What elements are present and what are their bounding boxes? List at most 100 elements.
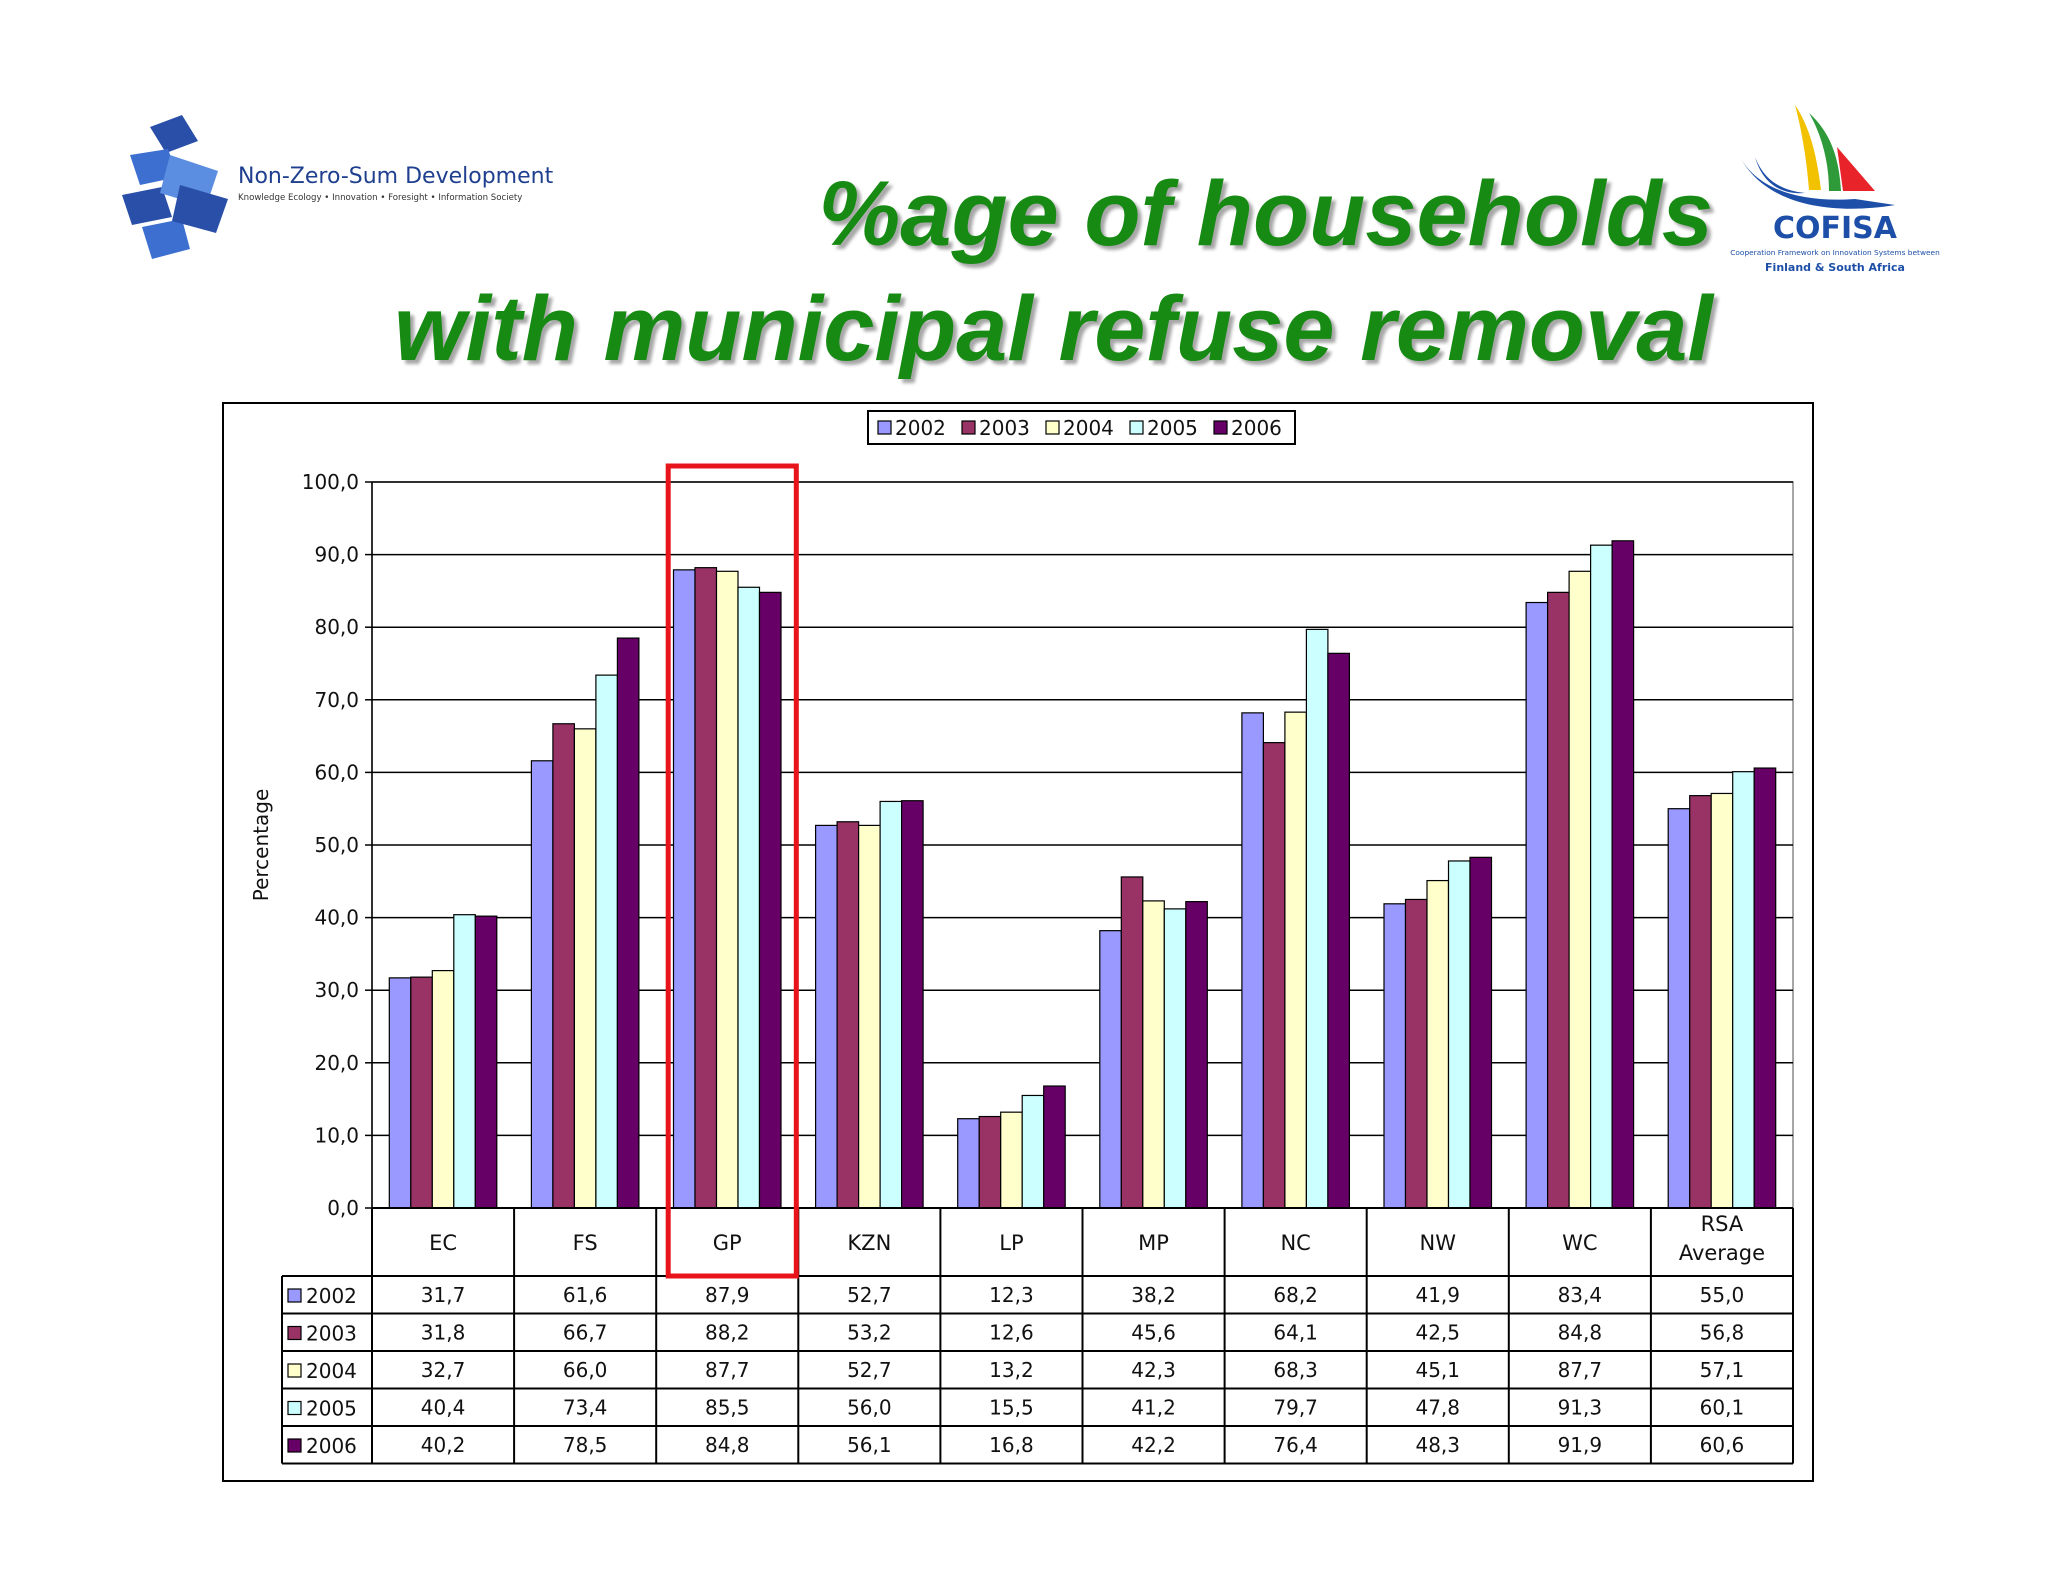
legend-label: 2003 [979, 416, 1030, 440]
legend-swatch [1213, 420, 1228, 435]
legend-label: 2004 [1063, 416, 1114, 440]
bar-2005-kzn [879, 800, 903, 1209]
bar-2006-lp [1043, 1085, 1066, 1209]
y-tick-label: 80,0 [314, 615, 359, 639]
highlight-box [665, 463, 799, 1279]
table-row-label: 2003 [306, 1322, 357, 1346]
table-legend-swatch [287, 1400, 302, 1416]
y-tick-label: 40,0 [314, 906, 359, 930]
bar-2003-mp [1120, 876, 1144, 1209]
bar-2003-kzn [836, 821, 860, 1209]
bar-2002-ec [388, 977, 412, 1209]
bar-2006-rsa-average [1753, 767, 1777, 1209]
cofisa-logo-name: COFISA [1773, 211, 1898, 246]
cofisa-sail-icon [1739, 105, 1895, 209]
bar-2003-nc [1262, 742, 1286, 1209]
x-tick-label: LP [999, 1231, 1023, 1255]
table-row-label: 2004 [306, 1359, 357, 1383]
bar-2005-nc [1305, 628, 1329, 1209]
data-label: 45,1 [1415, 1358, 1460, 1382]
x-tick-label: MP [1138, 1231, 1169, 1255]
bar-2004-ec [431, 969, 455, 1209]
bar-2003-wc [1546, 591, 1570, 1209]
bar-2002-nw [1383, 903, 1407, 1209]
bar-2006-gp [758, 591, 782, 1209]
legend-swatch [1129, 420, 1144, 435]
y-axis: 0,0 10,0 20,0 30,0 40,0 50,0 60,0 70,0 80,0 90,0 1… [302, 470, 373, 1220]
data-label: 88,2 [705, 1321, 750, 1345]
bar-2004-mp [1142, 900, 1165, 1209]
data-label: 76,4 [1273, 1433, 1318, 1457]
table-legend-swatch [287, 1438, 302, 1453]
legend-swatch [877, 420, 892, 435]
bar-2006-nc [1327, 652, 1351, 1209]
bar-2005-nw [1447, 860, 1471, 1209]
data-label: 40,4 [421, 1396, 466, 1420]
bar-2003-lp [978, 1115, 1002, 1209]
bar-2004-rsa-average [1710, 792, 1734, 1209]
data-label: 56,1 [847, 1433, 892, 1457]
data-label: 87,7 [705, 1358, 750, 1382]
page-title-line-1: %age of households [818, 163, 1713, 265]
table-legend-swatch [287, 1325, 302, 1341]
y-tick-label: 0,0 [327, 1196, 359, 1220]
y-tick-label: 70,0 [314, 688, 359, 712]
bar-2004-nc [1284, 711, 1308, 1209]
bar-2004-fs [573, 728, 597, 1209]
legend: 2002 2003 2004 2005 2006 [867, 410, 1296, 445]
bar-2005-ec [453, 914, 476, 1209]
y-tick-label: 100,0 [302, 470, 359, 494]
data-label: 15,5 [989, 1396, 1034, 1420]
x-tick-label: WC [1562, 1231, 1597, 1255]
data-label: 56,0 [847, 1396, 892, 1420]
bar-2002-wc [1525, 601, 1549, 1209]
cofisa-logo: COFISA Cooperation Framework on Innovati… [1730, 105, 1940, 274]
data-label: 84,8 [705, 1433, 750, 1457]
data-label: 85,5 [705, 1396, 750, 1420]
bar-2002-mp [1099, 930, 1122, 1209]
x-tick-label: NW [1420, 1231, 1457, 1255]
x-tick-label: NC [1280, 1231, 1310, 1255]
cofisa-logo-tagline-2: Finland & South Africa [1765, 261, 1905, 274]
data-label: 55,0 [1700, 1283, 1745, 1307]
data-label: 66,0 [563, 1358, 608, 1382]
data-label: 91,3 [1558, 1396, 1603, 1420]
bar-2005-rsa-average [1732, 771, 1755, 1209]
y-tick-label: 30,0 [314, 978, 359, 1002]
bar-2006-wc [1611, 540, 1635, 1209]
bar-2002-fs [530, 760, 554, 1209]
bar-2003-gp [694, 567, 718, 1209]
data-label: 84,8 [1558, 1321, 1603, 1345]
bar-2005-wc [1589, 544, 1613, 1209]
x-tick-label: FS [573, 1231, 598, 1255]
data-label: 68,3 [1273, 1358, 1318, 1382]
data-label: 68,2 [1273, 1283, 1318, 1307]
data-label: 42,2 [1131, 1433, 1176, 1457]
bar-2006-fs [616, 637, 640, 1209]
bar-2004-gp [715, 570, 739, 1209]
data-label: 41,2 [1131, 1396, 1176, 1420]
data-label: 12,6 [989, 1321, 1034, 1345]
table-row-label: 2005 [306, 1397, 357, 1421]
nzsd-emblem-icon [122, 115, 228, 259]
bar-2003-ec [410, 976, 433, 1209]
bar-2006-nw [1469, 856, 1493, 1209]
data-table: EC FS GP KZN LP MP NC NW WC RSA Average 2002 31,7 61,… [281, 1207, 1794, 1465]
non-zero-sum-development-logo: Non-Zero-Sum Development Knowledge Ecolo… [122, 115, 554, 259]
y-tick-label: 10,0 [314, 1123, 359, 1147]
y-axis-label: Percentage [249, 789, 273, 902]
bar-2004-wc [1568, 570, 1592, 1209]
bar-2006-ec [474, 915, 498, 1209]
data-label: 13,2 [989, 1358, 1034, 1382]
data-label: 83,4 [1558, 1283, 1603, 1307]
legend-label: 2005 [1147, 416, 1198, 440]
data-label: 79,7 [1273, 1396, 1318, 1420]
bar-2002-rsa-average [1667, 808, 1691, 1209]
data-label: 87,7 [1558, 1358, 1603, 1382]
x-tick-label: Average [1679, 1241, 1765, 1265]
table-row-label: 2002 [306, 1284, 357, 1308]
data-label: 45,6 [1131, 1321, 1176, 1345]
bar-2002-lp [957, 1118, 980, 1209]
data-label: 87,9 [705, 1283, 750, 1307]
